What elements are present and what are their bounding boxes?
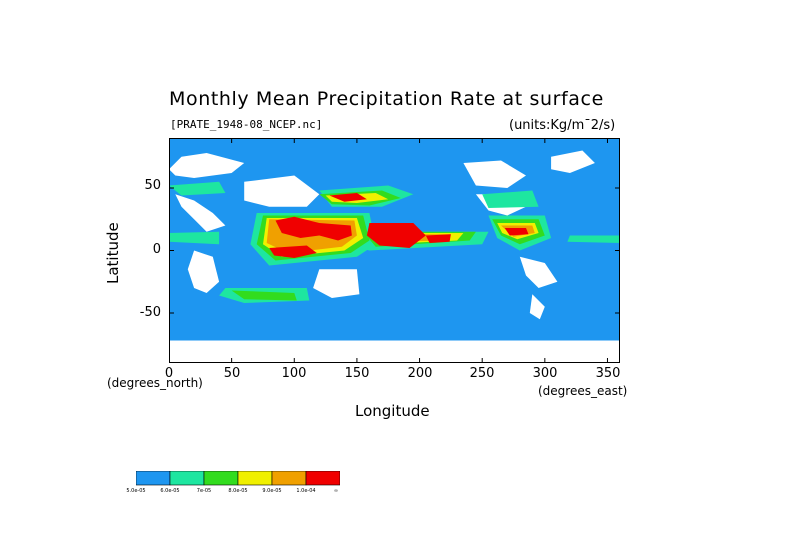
colorbar-swatch [169, 471, 205, 486]
precip-region [482, 190, 539, 208]
colorbar-label: 1.0e-04 [296, 488, 316, 494]
x-tick-label: 350 [595, 366, 621, 381]
no-data-region [519, 256, 558, 288]
colorbar-swatch [237, 471, 273, 486]
no-data-region [187, 250, 220, 293]
y-tick-label: 0 [152, 242, 161, 257]
no-data-region [169, 340, 620, 363]
x-axis-sublabel-right: (degrees_east) [538, 384, 628, 398]
precip-region [366, 223, 426, 248]
precip-region [231, 290, 297, 301]
colorbar-label: 5.0e-05 [126, 488, 146, 494]
precip-region [169, 231, 220, 245]
colorbar-label: 9.0e-05 [262, 488, 282, 494]
colorbar-swatch [271, 471, 307, 486]
precip-region [425, 234, 451, 243]
no-data-region [313, 269, 360, 298]
colorbar-swatch [136, 471, 171, 486]
x-tick-label: 100 [281, 366, 307, 381]
precip-region [275, 216, 352, 241]
no-data-region [551, 150, 595, 173]
x-axis-sublabel-left: (degrees_north) [107, 376, 203, 390]
x-tick-label: 150 [344, 366, 370, 381]
chart-title: Monthly Mean Precipitation Rate at surfa… [169, 88, 604, 110]
x-tick-label: 50 [223, 366, 241, 381]
map-background [169, 138, 620, 363]
colorbar-label: 6.0e-05 [160, 488, 180, 494]
x-tick-label: 0 [164, 366, 174, 381]
precipitation-map [169, 138, 620, 363]
file-label: [PRATE_1948-08_NCEP.nc] [170, 118, 323, 131]
precip-region [329, 193, 367, 202]
colorbar-label: 8.0e-05 [228, 488, 248, 494]
precip-region [169, 181, 226, 196]
no-data-region [175, 194, 226, 232]
precip-region [567, 235, 620, 243]
y-tick-label: 50 [144, 178, 161, 193]
colorbar-swatch [305, 471, 340, 486]
precip-region [504, 228, 529, 236]
x-tick-label: 200 [407, 366, 433, 381]
colorbar-swatch [203, 471, 239, 486]
colorbar [136, 471, 340, 486]
no-data-region [244, 175, 320, 207]
colorbar-label: ∞ [333, 488, 339, 494]
colorbar-label: 7e-05 [196, 488, 212, 494]
units-label: (units:Kg/m¯2/s) [509, 118, 616, 133]
no-data-region [169, 153, 245, 178]
x-tick-label: 300 [532, 366, 558, 381]
precip-region [269, 245, 317, 258]
y-tick-label: -50 [139, 305, 161, 320]
no-data-region [463, 160, 526, 188]
x-tick-label: 250 [469, 366, 495, 381]
no-data-region [529, 294, 545, 320]
y-axis-label: Latitude [104, 222, 122, 284]
x-axis-label: Longitude [355, 402, 430, 420]
